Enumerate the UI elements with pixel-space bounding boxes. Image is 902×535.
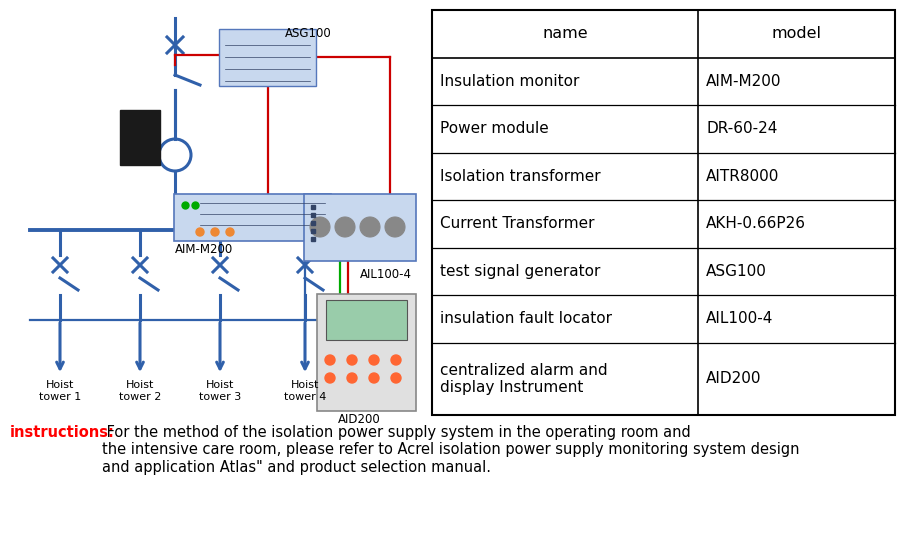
Circle shape — [309, 217, 329, 237]
Circle shape — [335, 217, 354, 237]
FancyBboxPatch shape — [174, 194, 331, 241]
Text: Hoist
tower 1: Hoist tower 1 — [39, 380, 81, 402]
Text: name: name — [542, 26, 587, 41]
Text: Hoist
tower 4: Hoist tower 4 — [283, 380, 326, 402]
Bar — [431, 10, 894, 415]
FancyBboxPatch shape — [304, 194, 416, 261]
Text: insulation fault locator: insulation fault locator — [439, 311, 612, 326]
Circle shape — [346, 373, 356, 383]
Text: Isolation transformer: Isolation transformer — [439, 169, 600, 184]
Bar — [326, 300, 407, 340]
Circle shape — [360, 217, 380, 237]
Text: For the method of the isolation power supply system in the operating room and
th: For the method of the isolation power su… — [102, 425, 798, 475]
Text: AID200: AID200 — [705, 371, 761, 386]
Text: instructions:: instructions: — [10, 425, 115, 440]
Text: DR-60-24: DR-60-24 — [705, 121, 777, 136]
Text: AITR8000: AITR8000 — [705, 169, 778, 184]
Circle shape — [226, 228, 234, 236]
FancyBboxPatch shape — [317, 294, 416, 411]
Text: model: model — [770, 26, 821, 41]
Text: AID200: AID200 — [337, 413, 381, 426]
Text: AIM-M200: AIM-M200 — [705, 74, 781, 89]
Text: centralized alarm and
display Instrument: centralized alarm and display Instrument — [439, 363, 607, 395]
Circle shape — [325, 373, 335, 383]
Circle shape — [391, 355, 400, 365]
Text: Hoist
tower 3: Hoist tower 3 — [198, 380, 241, 402]
Circle shape — [369, 373, 379, 383]
Circle shape — [346, 355, 356, 365]
Text: test signal generator: test signal generator — [439, 264, 600, 279]
Text: Insulation monitor: Insulation monitor — [439, 74, 579, 89]
Circle shape — [211, 228, 219, 236]
Circle shape — [391, 373, 400, 383]
Text: AKH-0.66P26: AKH-0.66P26 — [705, 217, 805, 232]
Circle shape — [196, 228, 204, 236]
Text: AIL100-4: AIL100-4 — [360, 268, 411, 281]
FancyBboxPatch shape — [219, 29, 316, 86]
Bar — [120, 110, 160, 165]
Circle shape — [325, 355, 335, 365]
Text: Current Transformer: Current Transformer — [439, 217, 594, 232]
Text: ASG100: ASG100 — [285, 27, 331, 40]
Text: ASG100: ASG100 — [705, 264, 767, 279]
Text: AIL100-4: AIL100-4 — [705, 311, 773, 326]
Circle shape — [384, 217, 405, 237]
Text: AIM-M200: AIM-M200 — [175, 243, 233, 256]
Text: Hoist
tower 2: Hoist tower 2 — [119, 380, 161, 402]
Circle shape — [369, 355, 379, 365]
Text: Power module: Power module — [439, 121, 548, 136]
